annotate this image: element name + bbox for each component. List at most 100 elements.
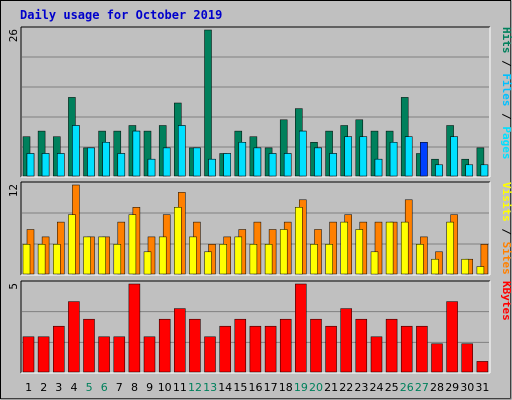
day-label-5: 5	[86, 381, 93, 394]
legend-separator: /	[500, 54, 512, 74]
day-label-10: 10	[158, 381, 172, 394]
bar-pages-day-1	[26, 153, 35, 177]
bar-pages-day-13	[208, 158, 216, 177]
bar-kbytes-day-1	[22, 336, 35, 373]
bar-pages-day-24	[374, 158, 383, 177]
chart-legends: Hits / Files / Pages Visits / Sites KBytes	[500, 27, 512, 321]
bar-kbytes-day-17	[264, 325, 277, 373]
day-label-13: 13	[203, 381, 217, 394]
legend-text: Hits / Files / Pages	[500, 27, 512, 160]
bar-kbytes-day-16	[249, 325, 262, 373]
bar-kbytes-day-2	[37, 336, 50, 373]
bar-kbytes-day-7	[113, 336, 126, 373]
bar-kbytes-day-19	[295, 283, 307, 373]
bar-visits-day-4	[68, 214, 76, 275]
day-label-30: 30	[460, 381, 474, 394]
bar-kbytes-day-29	[446, 301, 458, 373]
bar-kbytes-day-20	[310, 318, 322, 373]
bar-pages-day-29	[450, 136, 458, 177]
panel-visits-sites: 12	[7, 181, 491, 276]
bar-kbytes-day-30	[461, 343, 473, 373]
day-label-1: 1	[25, 381, 32, 394]
bar-hits-day-24	[370, 130, 379, 177]
bar-pages-day-11	[178, 125, 186, 177]
bar-pages-day-30	[465, 164, 473, 177]
chart-panels: 26 12 5	[7, 26, 491, 374]
day-label-6: 6	[101, 381, 108, 394]
bar-visits-day-22	[340, 221, 348, 275]
bar-visits-day-12	[189, 236, 197, 275]
day-label-7: 7	[116, 381, 123, 394]
day-label-17: 17	[264, 381, 278, 394]
bar-kbytes-day-23	[355, 318, 368, 373]
bar-kbytes-day-8	[128, 283, 141, 373]
bar-pages-day-21	[329, 153, 337, 177]
bar-visits-day-11	[174, 207, 182, 275]
bar-kbytes-day-18	[279, 318, 292, 373]
bar-pages-day-15	[238, 142, 247, 177]
bar-pages-day-6	[102, 142, 110, 177]
day-label-23: 23	[354, 381, 368, 394]
bar-pages-day-14	[223, 153, 231, 177]
bar-visits-day-7	[113, 244, 122, 275]
bar-visits-day-3	[53, 244, 61, 275]
bar-visits-day-25	[385, 221, 394, 275]
bar-visits-day-10	[158, 236, 167, 275]
bar-kbytes-day-13	[204, 336, 216, 373]
bar-hits-day-18	[279, 119, 288, 177]
day-label-20: 20	[309, 381, 323, 394]
bar-kbytes-day-25	[385, 318, 398, 373]
chart-title: Daily usage for October 2019	[20, 8, 222, 22]
day-label-9: 9	[146, 381, 153, 394]
bar-pages-day-18	[283, 153, 292, 177]
scale-label: 5	[7, 283, 20, 290]
bar-visits-day-19	[295, 207, 303, 275]
bar-visits-day-29	[446, 221, 454, 275]
day-label-16: 16	[249, 381, 263, 394]
day-label-19: 19	[294, 381, 308, 394]
bar-kbytes-day-9	[143, 336, 156, 373]
day-label-8: 8	[131, 381, 138, 394]
day-label-26: 26	[400, 381, 414, 394]
bar-sites-day-24	[374, 221, 383, 275]
panel-kbytes: 5	[7, 280, 491, 374]
day-label-11: 11	[173, 381, 187, 394]
bar-visits-day-13	[204, 251, 212, 275]
legend-entry-kbytes: KBytes	[500, 281, 512, 321]
bar-kbytes-day-27	[416, 325, 428, 373]
bar-pages-day-19	[299, 130, 307, 177]
bar-visits-day-20	[310, 244, 318, 275]
bar-kbytes-day-3	[53, 325, 65, 373]
day-label-27: 27	[415, 381, 429, 394]
bar-kbytes-day-21	[325, 325, 337, 373]
legend-entry-visits: Visits	[500, 182, 512, 222]
day-label-21: 21	[324, 381, 338, 394]
day-label-3: 3	[55, 381, 62, 394]
bar-visits-day-21	[325, 244, 333, 275]
day-label-22: 22	[339, 381, 353, 394]
bar-pages-day-8	[132, 130, 141, 177]
legend-hits-files-pages: Hits / Files / Pages	[500, 27, 512, 160]
day-label-25: 25	[385, 381, 399, 394]
bar-kbytes-day-5	[83, 318, 95, 373]
bar-visits-day-30	[461, 258, 469, 275]
bar-pages-day-3	[57, 153, 65, 177]
bar-kbytes-day-6	[98, 336, 110, 373]
day-label-28: 28	[430, 381, 444, 394]
bar-visits-day-15	[234, 236, 243, 275]
bar-kbytes-day-24	[370, 336, 383, 373]
legend-kbytes: KBytes	[500, 281, 512, 321]
bar-pages-day-17	[268, 153, 277, 177]
bar-pages-day-27	[420, 142, 428, 177]
bar-pages-day-7	[117, 153, 126, 177]
bar-visits-day-5	[83, 236, 91, 275]
bar-visits-day-23	[355, 229, 364, 275]
bar-pages-day-31	[480, 164, 489, 177]
legend-entry-hits: Hits	[500, 27, 512, 54]
bar-visits-day-1	[22, 244, 31, 275]
bar-pages-day-10	[162, 147, 171, 177]
bar-hits-day-9	[143, 130, 152, 177]
panel-hits-files-pages: 26	[7, 26, 491, 178]
bar-pages-day-12	[193, 147, 201, 177]
